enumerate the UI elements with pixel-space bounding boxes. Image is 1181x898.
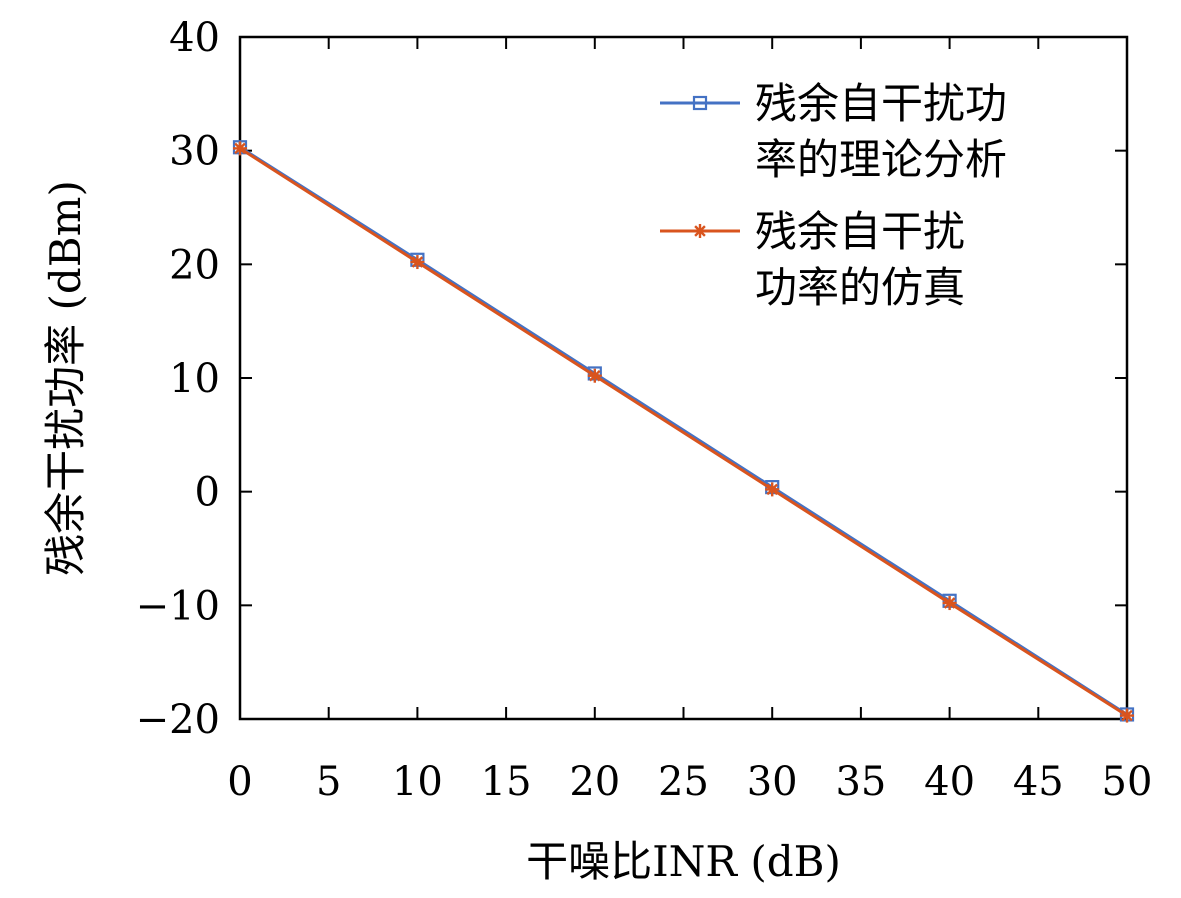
series-layer [232,140,1135,723]
y-axis-title: 残余干扰功率 (dBm) [41,180,90,576]
x-axis-ticks: 0 5 10 15 20 25 30 35 40 45 50 [227,37,1152,805]
y-tick-label: 0 [195,470,220,516]
y-tick-label: −20 [136,697,220,743]
x-tick-label: 30 [747,759,798,805]
legend-label: 残余自干扰 [755,207,965,256]
x-axis-title: 干噪比INR (dB) [526,837,841,886]
y-tick-label: 20 [169,242,220,288]
y-tick-label: 10 [169,356,220,402]
legend-label: 残余自干扰功 [755,79,1007,128]
legend-label: 功率的仿真 [755,263,965,312]
x-tick-label: 5 [316,759,341,805]
x-tick-label: 35 [835,759,886,805]
y-tick-label: −10 [136,583,220,629]
y-tick-label: 30 [169,129,220,175]
data-point [765,482,780,497]
x-tick-label: 15 [481,759,532,805]
y-tick-label: 40 [169,15,220,61]
x-tick-label: 20 [569,759,620,805]
y-axis-ticks: −20 −10 0 10 20 30 40 [136,15,1127,743]
x-tick-label: 10 [392,759,443,805]
x-tick-label: 0 [227,759,252,805]
data-point [942,596,957,611]
legend-label: 率的理论分析 [755,135,1007,184]
x-tick-label: 45 [1013,759,1064,805]
data-point [410,255,425,270]
x-tick-label: 25 [658,759,709,805]
series-line [239,145,1128,716]
legend-marker [693,224,707,238]
data-point [233,141,247,156]
series-line [239,147,1128,717]
x-tick-label: 40 [924,759,975,805]
x-tick-label: 50 [1102,759,1153,805]
data-point [1120,708,1134,723]
legend-marker [692,95,708,111]
data-point [587,368,602,383]
series-2 [233,141,1134,723]
